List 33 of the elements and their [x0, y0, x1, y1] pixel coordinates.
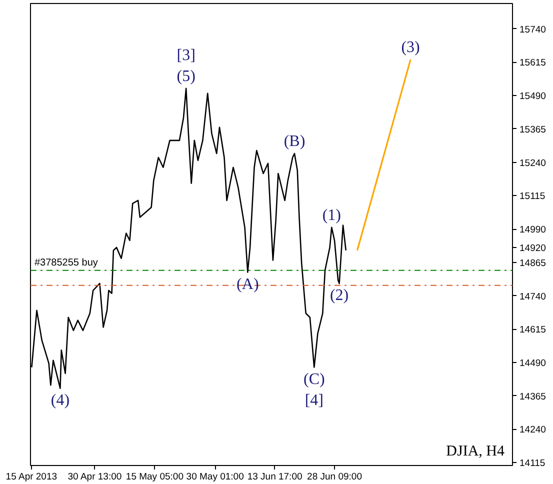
y-tick-label: 14990: [520, 224, 546, 236]
y-tick-label: 15615: [520, 58, 546, 69]
annotation: (4): [50, 392, 70, 409]
annotation: [3]: [176, 46, 196, 64]
annotation: (3): [401, 39, 420, 56]
y-tick-label: 14920: [520, 243, 546, 254]
annotation: (2): [330, 286, 349, 304]
x-tick-label: 13 Jun 17:00: [247, 472, 302, 482]
x-tick-label: 28 Jun 09:00: [307, 472, 362, 482]
y-tick-label: 14865: [520, 258, 546, 269]
y-tick-label: 15365: [520, 124, 546, 136]
x-tick-label: 15 May 05:00: [126, 472, 184, 482]
annotation: (B): [284, 132, 306, 150]
y-tick-label: 14115: [520, 458, 546, 470]
x-tick-label: 30 Apr 13:00: [68, 472, 122, 482]
y-tick-label: 14365: [520, 391, 546, 402]
annotation: (C): [304, 370, 325, 388]
y-tick-label: 15740: [520, 24, 546, 36]
x-tick-label: 15 Apr 2013: [6, 472, 58, 482]
y-tick-label: 15490: [520, 91, 546, 102]
x-tick-label: 30 May 01:00: [186, 472, 244, 482]
annotation: [4]: [304, 392, 324, 409]
annotation: (5): [176, 68, 196, 85]
y-tick-label: 14240: [520, 424, 546, 436]
y-tick-label: 14740: [520, 291, 546, 302]
annotation: (1): [322, 206, 341, 224]
y-tick-label: 14490: [520, 358, 546, 369]
annotation: (A): [236, 276, 259, 293]
y-tick-label: 15240: [520, 158, 546, 169]
ref-line-label: #3785255 buy: [34, 257, 98, 268]
y-tick-label: 14615: [520, 324, 546, 336]
y-tick-label: 15115: [520, 191, 546, 202]
annotation: DJIA, H4: [446, 444, 505, 460]
